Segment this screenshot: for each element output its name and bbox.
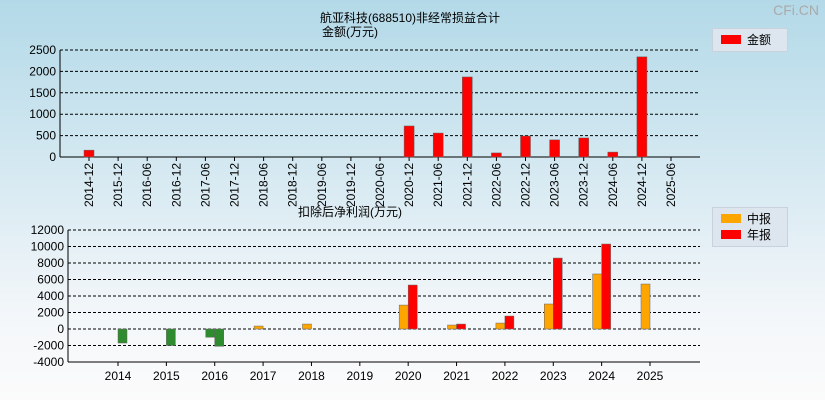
legend-swatch bbox=[721, 229, 741, 239]
bar bbox=[462, 76, 473, 158]
x-tick-label: 2025-06 bbox=[664, 163, 678, 207]
bar bbox=[553, 257, 563, 330]
y-tick-label: 2000 bbox=[37, 306, 64, 320]
x-tick-label: 2017 bbox=[250, 369, 277, 383]
x-tick-label: 2022-06 bbox=[489, 163, 503, 207]
bar bbox=[520, 135, 531, 158]
bar bbox=[302, 323, 312, 330]
legend-label: 金额 bbox=[747, 32, 772, 47]
legend-2: 中报 年报 bbox=[712, 207, 788, 247]
watermark: CFi.CN bbox=[773, 2, 819, 18]
legend-item-amount: 金额 bbox=[713, 31, 787, 47]
x-tick-label: 2018 bbox=[298, 369, 325, 383]
legend-1: 金额 bbox=[712, 28, 788, 52]
y-tick-label: 8000 bbox=[37, 256, 64, 270]
bar bbox=[504, 315, 515, 330]
legend-item-annual: 年报 bbox=[713, 226, 787, 242]
x-tick-label: 2021-12 bbox=[460, 163, 474, 207]
bar bbox=[491, 152, 502, 158]
x-tick-label: 2020-12 bbox=[402, 163, 416, 207]
bar bbox=[578, 137, 589, 158]
y-tick-label: 1000 bbox=[29, 107, 56, 121]
x-tick-label: 2017-06 bbox=[198, 163, 212, 207]
legend-label: 中报 bbox=[747, 211, 772, 226]
x-tick-label: 2017-12 bbox=[228, 163, 242, 207]
x-tick-label: 2023-06 bbox=[548, 163, 562, 207]
chart1-subtitle: 金额(万元) bbox=[322, 24, 378, 39]
y-tick-label: 500 bbox=[36, 129, 56, 143]
bar bbox=[447, 324, 457, 330]
bar bbox=[607, 151, 619, 158]
bar bbox=[432, 132, 444, 158]
x-tick-label: 2024-06 bbox=[606, 163, 620, 207]
x-tick-label: 2025 bbox=[637, 369, 664, 383]
bar bbox=[636, 56, 648, 158]
bar bbox=[214, 328, 224, 347]
bar bbox=[549, 139, 560, 158]
chart1-title: 航亚科技(688510)非经常损益合计 bbox=[320, 10, 500, 25]
bar bbox=[407, 284, 418, 330]
bar bbox=[640, 283, 651, 330]
y-tick-label: 10000 bbox=[31, 240, 65, 254]
bar bbox=[456, 323, 466, 330]
bar bbox=[398, 304, 409, 330]
x-tick-label: 2021-06 bbox=[431, 163, 445, 207]
bar bbox=[253, 325, 264, 330]
bar bbox=[601, 243, 611, 330]
x-tick-label: 2023 bbox=[540, 369, 567, 383]
legend-label: 年报 bbox=[747, 227, 772, 242]
x-tick-label: 2019-12 bbox=[344, 163, 358, 207]
y-tick-label: 1500 bbox=[29, 86, 56, 100]
bar bbox=[544, 303, 554, 330]
y-tick-label: 12000 bbox=[31, 223, 65, 237]
x-tick-label: 2021 bbox=[443, 369, 470, 383]
x-tick-label: 2014 bbox=[105, 369, 132, 383]
x-tick-label: 2016-12 bbox=[169, 163, 183, 207]
x-tick-label: 2016 bbox=[201, 369, 228, 383]
y-tick-label: -2000 bbox=[33, 339, 64, 353]
y-tick-label: 0 bbox=[49, 150, 56, 164]
y-tick-label: -4000 bbox=[33, 355, 64, 369]
x-tick-label: 2022-12 bbox=[519, 163, 533, 207]
x-tick-label: 2024-12 bbox=[635, 163, 649, 207]
y-tick-label: 2500 bbox=[29, 43, 56, 57]
bar bbox=[495, 322, 506, 330]
x-tick-label: 2018-12 bbox=[286, 163, 300, 207]
bar bbox=[166, 328, 176, 346]
x-tick-label: 2018-06 bbox=[257, 163, 271, 207]
legend-item-interim: 中报 bbox=[713, 210, 787, 226]
y-tick-label: 4000 bbox=[37, 289, 64, 303]
x-tick-label: 2022 bbox=[492, 369, 519, 383]
x-tick-label: 2023-12 bbox=[577, 163, 591, 207]
y-tick-label: 2000 bbox=[29, 64, 56, 78]
x-tick-label: 2016-06 bbox=[140, 163, 154, 207]
bar bbox=[83, 149, 95, 158]
legend-swatch bbox=[721, 34, 741, 44]
x-tick-label: 2015-12 bbox=[111, 163, 125, 207]
bar bbox=[403, 125, 415, 158]
x-tick-label: 2019-06 bbox=[315, 163, 329, 207]
x-tick-label: 2020-06 bbox=[373, 163, 387, 207]
x-tick-label: 2019 bbox=[346, 369, 373, 383]
legend-swatch bbox=[721, 213, 741, 223]
y-tick-label: 0 bbox=[57, 322, 64, 336]
x-tick-label: 2015 bbox=[153, 369, 180, 383]
x-tick-label: 2014-12 bbox=[82, 163, 96, 207]
y-tick-label: 6000 bbox=[37, 273, 64, 287]
chart2-title: 扣除后净利润(万元) bbox=[298, 204, 402, 219]
bar bbox=[592, 273, 602, 330]
x-tick-label: 2024 bbox=[588, 369, 615, 383]
bar bbox=[205, 328, 215, 338]
bar bbox=[117, 328, 128, 344]
x-tick-label: 2020 bbox=[395, 369, 422, 383]
